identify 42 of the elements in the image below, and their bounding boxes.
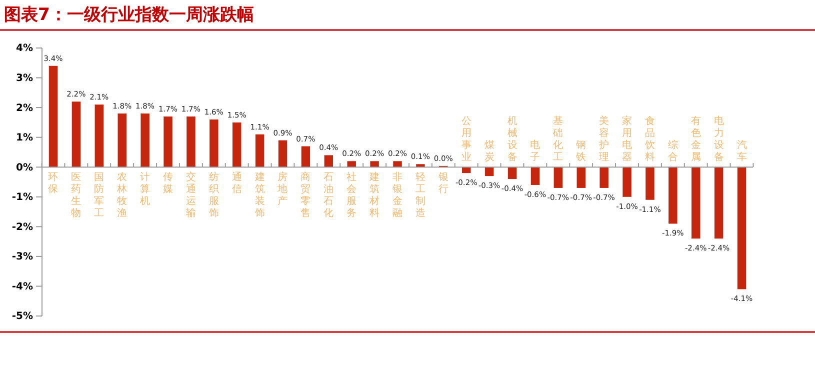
y-tick-label: 2% (16, 102, 33, 114)
x-tick-label: 美容护理 (598, 115, 610, 164)
y-tick-label: 3% (16, 72, 33, 84)
x-tick-label: 计算机 (140, 171, 150, 208)
y-tick-label: 1% (16, 132, 33, 144)
x-tick-label: 农林牧渔 (116, 172, 128, 220)
x-tick-label: 电力设备 (714, 115, 724, 164)
x-tick-label: 钢铁 (575, 140, 586, 164)
x-tick-label: 传媒 (162, 172, 173, 196)
y-tick-label: -5% (12, 311, 33, 322)
y-tick-label: -2% (12, 222, 33, 233)
chart-title: 图表7：一级行业指数一周涨跌幅 (4, 5, 254, 25)
x-tick-label: 轻工制造 (415, 171, 426, 220)
x-tick-label: 公用事业 (461, 115, 472, 164)
y-tick-label: -1% (12, 192, 33, 204)
x-tick-label: 机械设备 (507, 115, 518, 164)
x-tick-label: 环保 (48, 172, 58, 196)
y-tick-label: -4% (12, 281, 33, 292)
x-tick-label: 食品饮料 (644, 115, 655, 164)
y-tick-label: -3% (12, 252, 33, 263)
x-tick-label: 交通运输 (186, 171, 196, 220)
x-tick-label: 电子 (530, 139, 540, 164)
x-tick-label: 医药生物 (71, 172, 82, 220)
x-tick-label: 通信 (232, 171, 242, 196)
x-tick-label: 煤炭 (484, 139, 494, 164)
x-tick-label: 有色金属 (690, 115, 701, 164)
x-tick-label: 国防军工 (94, 172, 104, 220)
x-tick-label: 建筑装饰 (254, 171, 265, 220)
x-tick-label: 房地产 (276, 171, 288, 208)
x-tick-label: 建筑材料 (368, 171, 380, 220)
y-tick-label: 4% (16, 43, 33, 54)
x-tick-label: 石油石化 (324, 172, 334, 220)
x-tick-label: 非银金融 (392, 171, 402, 220)
x-tick-label: 基础化工 (552, 115, 564, 164)
x-tick-label: 银行 (437, 172, 448, 196)
x-tick-label: 商贸零售 (300, 171, 311, 220)
x-tick-label: 汽车 (736, 139, 747, 164)
x-tick-label: 家用电器 (622, 115, 632, 164)
x-tick-label: 纺织服饰 (208, 171, 219, 220)
x-tick-label: 社会服务 (346, 171, 357, 220)
x-tick-label: 综合 (668, 139, 678, 164)
y-tick-label: 0% (16, 162, 33, 174)
